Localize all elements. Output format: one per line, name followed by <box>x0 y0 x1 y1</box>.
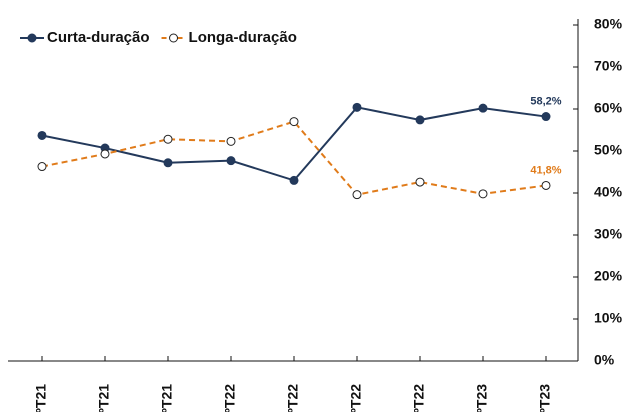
y-tick-label: 50% <box>594 142 623 158</box>
point <box>541 180 551 190</box>
point <box>100 149 110 159</box>
legend-marker <box>169 33 179 43</box>
x-tick-label: 2ºT23 <box>537 384 553 412</box>
point <box>541 112 551 122</box>
x-tick-label: 2ºT22 <box>285 384 301 412</box>
point <box>163 134 173 144</box>
point <box>352 102 362 112</box>
x-tick-label: 3ºT22 <box>348 384 364 412</box>
series-line <box>41 120 547 196</box>
point <box>289 175 299 185</box>
x-tick-label: 4ºT21 <box>159 384 175 412</box>
legend-label: Longa-duração <box>189 29 297 46</box>
point <box>289 117 299 127</box>
legend-item: Curta-duração <box>20 29 150 46</box>
value-label: 41,8% <box>530 164 561 176</box>
x-tick-label: 1ºT23 <box>474 384 490 412</box>
y-tick-label: 30% <box>594 226 623 242</box>
y-tick-label: 80% <box>594 16 623 32</box>
point <box>37 162 47 172</box>
point <box>478 189 488 199</box>
y-tick-label: 40% <box>594 184 623 200</box>
y-tick-label: 20% <box>594 268 623 284</box>
legend-label: Curta-duração <box>47 29 150 46</box>
value-label: 58,2% <box>530 95 561 107</box>
y-tick-label: 70% <box>594 58 623 74</box>
x-tick-label: 3ºT21 <box>96 384 112 412</box>
point <box>352 190 362 200</box>
x-tick-label: 1ºT22 <box>222 384 238 412</box>
y-tick-label: 0% <box>594 352 615 368</box>
point <box>478 103 488 113</box>
point <box>415 115 425 125</box>
point <box>226 136 236 146</box>
y-tick-label: 60% <box>594 100 623 116</box>
point <box>163 158 173 168</box>
y-tick-label: 10% <box>594 310 623 326</box>
legend-item: Longa-duração <box>161 29 297 46</box>
x-tick-label: 4ºT22 <box>411 384 427 412</box>
x-tick-label: 2ºT21 <box>33 384 49 412</box>
point <box>226 156 236 166</box>
point <box>37 130 47 140</box>
point <box>415 177 425 187</box>
legend-marker <box>27 33 37 43</box>
